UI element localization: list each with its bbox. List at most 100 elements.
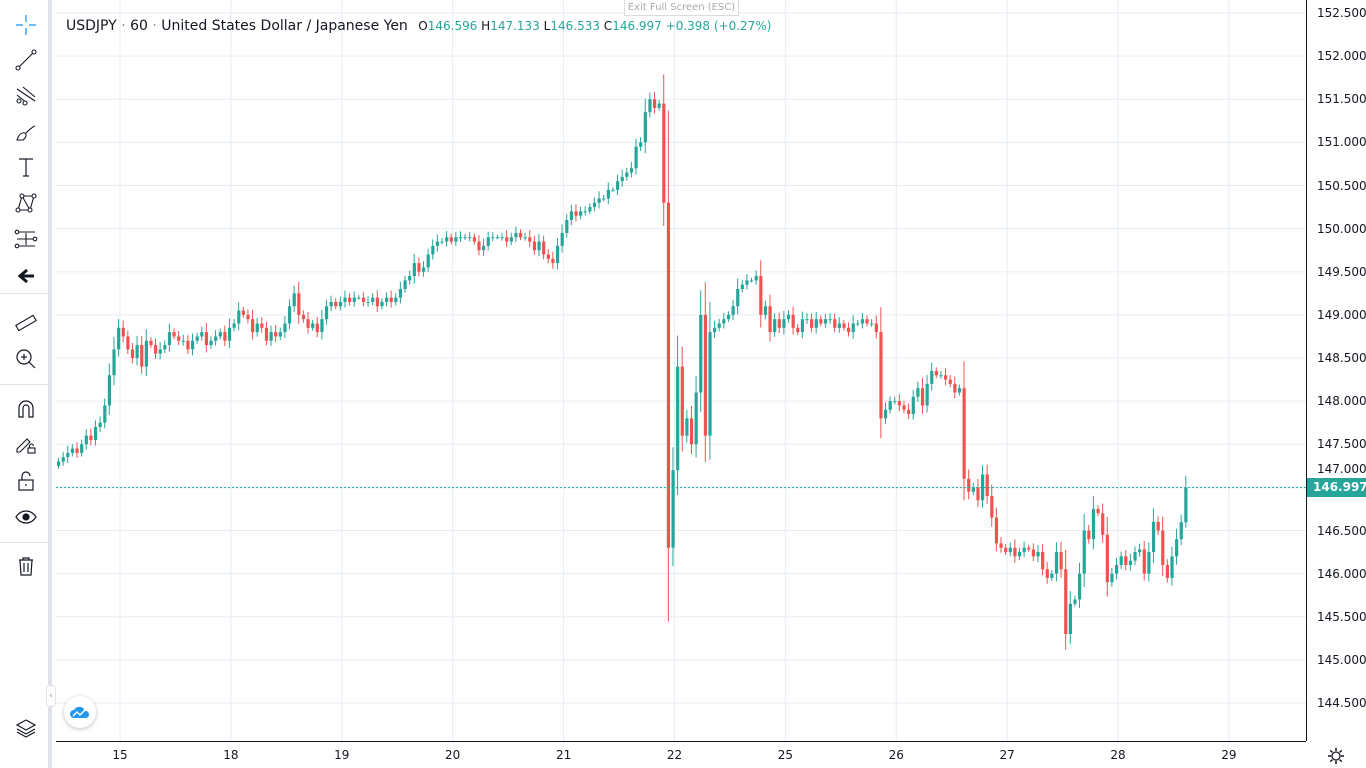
candle: [643, 98, 647, 154]
candle: [740, 280, 744, 293]
candle-body: [588, 207, 592, 212]
candle: [1138, 543, 1142, 557]
candle: [833, 313, 837, 333]
tool-crosshair[interactable]: [8, 9, 44, 41]
candle: [1008, 542, 1012, 557]
candle-body: [112, 349, 116, 376]
candle-body: [70, 448, 75, 453]
candle: [301, 310, 306, 323]
symbol-legend: USDJPY · 60 · United States Dollar / Jap…: [66, 18, 772, 34]
candle-body: [925, 383, 929, 406]
candle-body: [777, 319, 781, 328]
candle-body: [1147, 552, 1151, 574]
magnet-icon: [18, 400, 34, 418]
candle: [440, 238, 444, 245]
candle: [939, 370, 943, 379]
tool-prediction[interactable]: [8, 223, 44, 255]
back-arrow-icon: [17, 268, 34, 284]
candle-body: [1179, 522, 1183, 540]
price-axis[interactable]: 144.500 145.000 145.500 146.000 146.500 147.0…: [1306, 0, 1366, 741]
candle: [851, 315, 855, 339]
time-tick-label: 27: [999, 748, 1015, 762]
lock-icon: [18, 471, 34, 491]
candle-body: [930, 370, 934, 384]
symbol-ticker[interactable]: USDJPY: [66, 18, 117, 34]
candle: [1091, 496, 1096, 550]
prediction-icon: [14, 229, 38, 249]
candle: [126, 330, 130, 355]
candle-body: [1161, 530, 1165, 565]
candle: [334, 298, 338, 310]
candle-body: [893, 401, 897, 403]
tool-lock[interactable]: [8, 465, 44, 497]
low-value: 146.533: [550, 19, 600, 33]
candle-body: [532, 241, 537, 251]
tool-zoom-in[interactable]: [8, 343, 44, 375]
candle-body: [833, 319, 837, 328]
candle-body: [994, 517, 999, 544]
candle-body: [177, 336, 181, 341]
candle: [149, 337, 153, 348]
candle-body: [75, 448, 79, 453]
candle: [324, 299, 329, 325]
chart-settings-icon[interactable]: [1326, 746, 1346, 766]
candle-body: [1175, 539, 1179, 557]
candle-body: [773, 319, 777, 333]
tool-magnet[interactable]: [8, 393, 44, 425]
tool-ruler[interactable]: [8, 307, 44, 339]
candle-body: [1091, 508, 1096, 540]
candle-body: [1124, 556, 1128, 565]
candle: [1078, 562, 1082, 609]
candle: [1073, 595, 1077, 607]
price-chart[interactable]: [56, 0, 1306, 741]
symbol-interval[interactable]: 60: [130, 18, 148, 34]
candle: [962, 361, 966, 501]
candle-body: [625, 172, 629, 177]
tool-back-arrow[interactable]: [8, 260, 44, 292]
candle: [874, 315, 878, 339]
tool-pattern[interactable]: [8, 187, 44, 219]
candle: [689, 405, 694, 455]
tool-trend-line[interactable]: [8, 44, 44, 76]
toolbar-divider: [0, 384, 52, 385]
candle: [144, 329, 148, 376]
tradingview-logo[interactable]: [64, 696, 96, 728]
candle: [472, 233, 476, 245]
exit-fullscreen-tooltip[interactable]: Exit Full Screen (ESC): [624, 0, 739, 16]
tool-trash[interactable]: [8, 550, 44, 582]
candle: [620, 169, 624, 187]
candle-body: [1101, 513, 1105, 535]
candle: [130, 342, 135, 364]
candle: [200, 326, 204, 341]
candle-body: [902, 405, 906, 410]
candle-body: [754, 276, 758, 281]
tool-eye[interactable]: [8, 501, 44, 533]
collapse-toolbar-button[interactable]: ‹: [46, 685, 56, 707]
candle-body: [103, 405, 107, 423]
price-tick-label: 151.500: [1317, 92, 1366, 107]
candle: [652, 91, 657, 114]
candle-body: [260, 323, 264, 328]
tool-brush[interactable]: [8, 116, 44, 148]
candle-body: [324, 306, 329, 320]
candle-body: [842, 323, 846, 328]
time-axis[interactable]: 15 18 19 20 21 22 25 26 27 28 29: [56, 741, 1306, 768]
candle-body: [412, 263, 416, 277]
tool-lock-drawing[interactable]: [8, 428, 44, 460]
candle-body: [648, 99, 652, 113]
tool-layers[interactable]: [8, 712, 44, 744]
candle: [1133, 546, 1137, 566]
candle-body: [389, 297, 393, 302]
candle-body: [163, 345, 167, 350]
candle-body: [537, 241, 541, 251]
candle: [930, 362, 934, 391]
candle-body: [740, 284, 744, 289]
candle: [1179, 514, 1183, 546]
candle-body: [953, 383, 957, 393]
candle: [214, 330, 218, 346]
tool-text[interactable]: [8, 151, 44, 183]
tool-pitchfork[interactable]: [8, 80, 44, 112]
candle-body: [639, 142, 643, 147]
candle: [583, 206, 587, 216]
candle-body: [579, 211, 583, 216]
